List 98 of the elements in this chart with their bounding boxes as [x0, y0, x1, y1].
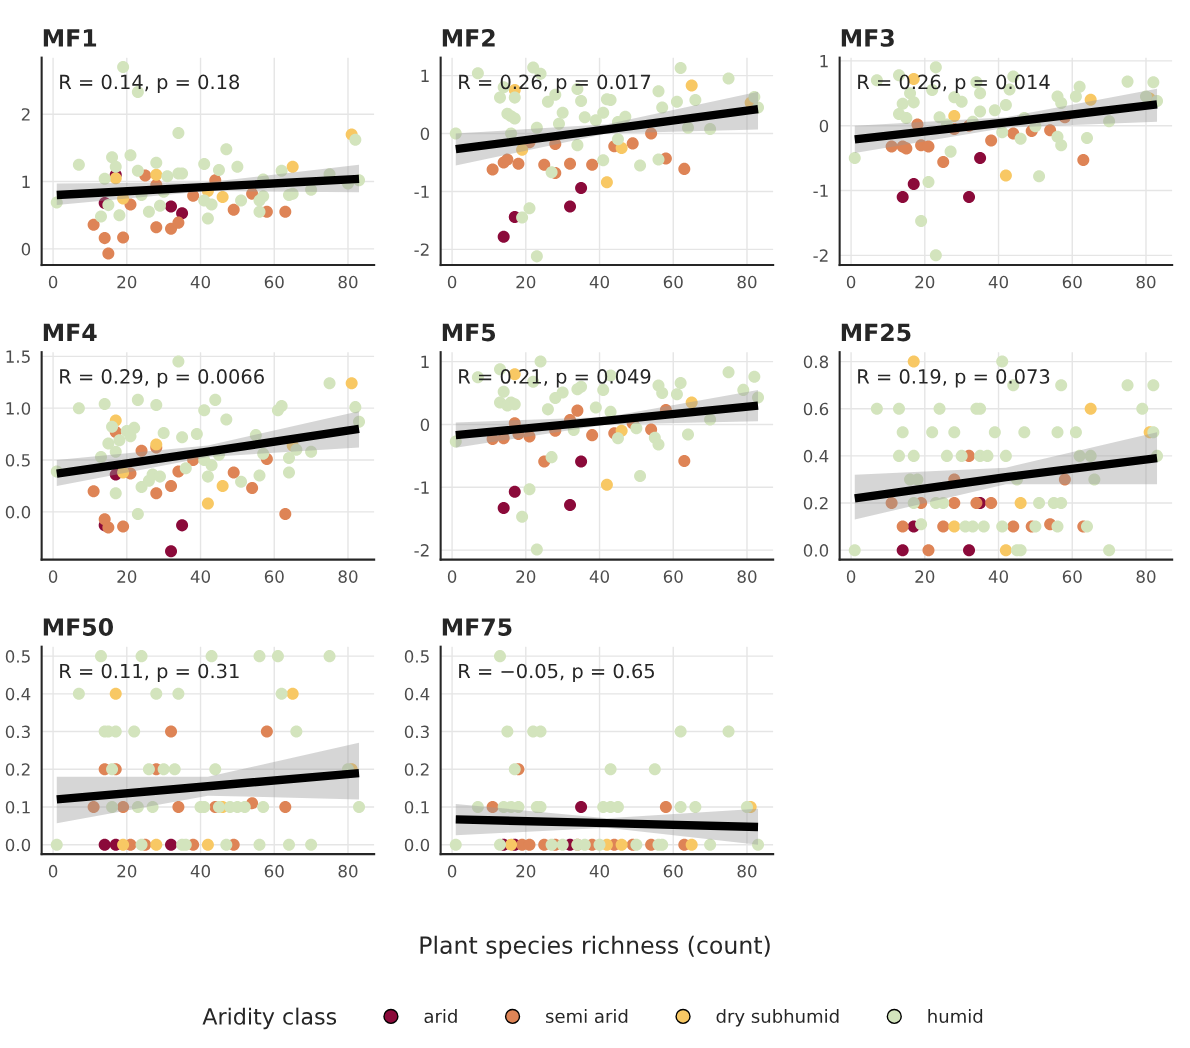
x-tick-label: 60	[1062, 570, 1082, 583]
x-tick-label: 0	[447, 864, 457, 878]
x-tick-label: 80	[737, 275, 757, 289]
chart-title: MF50	[43, 618, 113, 636]
y-tick-label: -1	[813, 184, 828, 197]
y-tick-label: 2	[21, 108, 30, 121]
annotation: R = 0.21, p = 0.049	[459, 369, 651, 388]
chart-title: MF3	[841, 29, 894, 47]
y-tick-label: 0.2	[803, 496, 828, 510]
y-tick-label: -2	[813, 249, 828, 262]
annotation: R = −0.05, p = 0.65	[459, 663, 654, 683]
y-tick-label: 1	[22, 175, 30, 188]
y-tick-label: 0.1	[5, 800, 30, 814]
y-tick-label: 0.0	[404, 838, 430, 852]
annotation: R = 0.19, p = 0.073	[858, 369, 1050, 388]
x-tick-label: 80	[1136, 570, 1156, 583]
x-tick-label: 60	[663, 275, 683, 289]
y-tick-label: -1	[414, 481, 429, 494]
y-tick-label: 0	[819, 119, 829, 133]
x-tick-label: 80	[737, 570, 757, 583]
chart-title: MF75	[442, 618, 512, 636]
x-tick-label: 80	[338, 864, 358, 878]
legend-label: dry subhumid	[716, 1009, 839, 1027]
x-tick-label: 60	[663, 864, 683, 878]
legend-title: Aridity class	[202, 1007, 337, 1030]
y-tick-label: 0.8	[803, 355, 829, 369]
x-tick-label: 0	[846, 275, 856, 289]
y-tick-label: 0.4	[803, 449, 829, 463]
x-tick-label: 60	[663, 570, 683, 583]
annotation: R = 0.11, p = 0.31	[60, 663, 239, 683]
chart-title: MF1	[43, 29, 97, 47]
annotation: R = 0.29, p = 0.0066	[60, 369, 264, 388]
x-tick-label: 40	[988, 570, 1009, 583]
x-tick-label: 80	[1136, 275, 1156, 289]
x-tick-label: 60	[264, 570, 284, 583]
legend-label: arid	[424, 1009, 457, 1024]
chart-title: MF2	[442, 29, 495, 47]
x-tick-label: 40	[190, 864, 211, 878]
x-tick-label: 20	[516, 864, 536, 878]
y-tick-label: 1	[820, 55, 828, 68]
x-tick-label: 40	[589, 570, 610, 583]
x-tick-label: 20	[117, 570, 137, 583]
x-tick-label: 40	[589, 275, 610, 289]
x-tick-label: 20	[915, 275, 935, 289]
x-tick-label: 20	[915, 570, 935, 583]
annotation: R = 0.26, p = 0.014	[858, 74, 1050, 94]
y-tick-label: 0.5	[5, 453, 30, 467]
x-tick-label: 0	[447, 275, 457, 289]
x-tick-label: 40	[190, 275, 211, 289]
x-tick-label: 80	[338, 570, 358, 583]
x-tick-label: 40	[190, 570, 211, 583]
x-tick-label: 40	[988, 275, 1009, 289]
x-tick-label: 80	[338, 275, 358, 289]
x-tick-label: 60	[264, 275, 284, 289]
y-tick-label: 0.3	[5, 725, 30, 739]
y-tick-label: 0	[420, 127, 430, 141]
y-tick-label: 0	[21, 242, 31, 256]
y-tick-label: 1.5	[6, 350, 30, 363]
x-tick-label: 0	[48, 570, 58, 583]
y-tick-label: 0	[420, 418, 430, 432]
legend-label: humid	[928, 1009, 983, 1024]
y-tick-label: 1.0	[6, 402, 31, 415]
x-axis-title: Plant species richness (count)	[420, 935, 770, 959]
x-tick-label: 20	[516, 275, 536, 289]
y-tick-label: 0.3	[404, 725, 429, 739]
x-tick-label: 40	[589, 864, 610, 878]
y-tick-label: -1	[414, 185, 429, 198]
x-tick-label: 60	[264, 864, 284, 878]
x-tick-label: 20	[117, 864, 137, 878]
y-tick-label: -2	[414, 243, 429, 256]
x-tick-label: 20	[516, 570, 536, 583]
y-tick-label: 0.5	[404, 650, 429, 663]
y-tick-label: 0.2	[5, 763, 30, 776]
y-tick-label: 0.0	[5, 838, 31, 852]
y-tick-label: 0.1	[404, 800, 429, 814]
y-tick-label: 0.2	[404, 763, 429, 776]
x-tick-label: 60	[1062, 275, 1082, 289]
chart-title: MF5	[442, 323, 496, 342]
y-tick-label: 1	[421, 69, 429, 82]
annotation: R = 0.26, p = 0.017	[459, 74, 651, 94]
y-tick-label: 0.4	[5, 687, 31, 701]
y-tick-label: 0.6	[803, 402, 829, 416]
x-tick-label: 0	[447, 570, 457, 583]
chart-title: MF25	[841, 323, 911, 342]
annotation: R = 0.14, p = 0.18	[60, 74, 240, 94]
y-tick-label: -2	[414, 544, 429, 557]
y-tick-label: 0.5	[5, 650, 30, 663]
legend-label: semi arid	[546, 1009, 628, 1024]
y-tick-label: 0.0	[5, 505, 31, 519]
x-tick-label: 0	[846, 570, 856, 583]
chart-title: MF4	[43, 323, 97, 342]
y-tick-label: 0.0	[803, 544, 829, 557]
y-tick-label: 1	[421, 355, 429, 368]
x-tick-label: 0	[48, 275, 58, 289]
x-tick-label: 0	[48, 864, 58, 878]
y-tick-label: 0.4	[404, 687, 430, 701]
x-tick-label: 80	[737, 864, 757, 878]
x-tick-label: 20	[117, 275, 137, 289]
